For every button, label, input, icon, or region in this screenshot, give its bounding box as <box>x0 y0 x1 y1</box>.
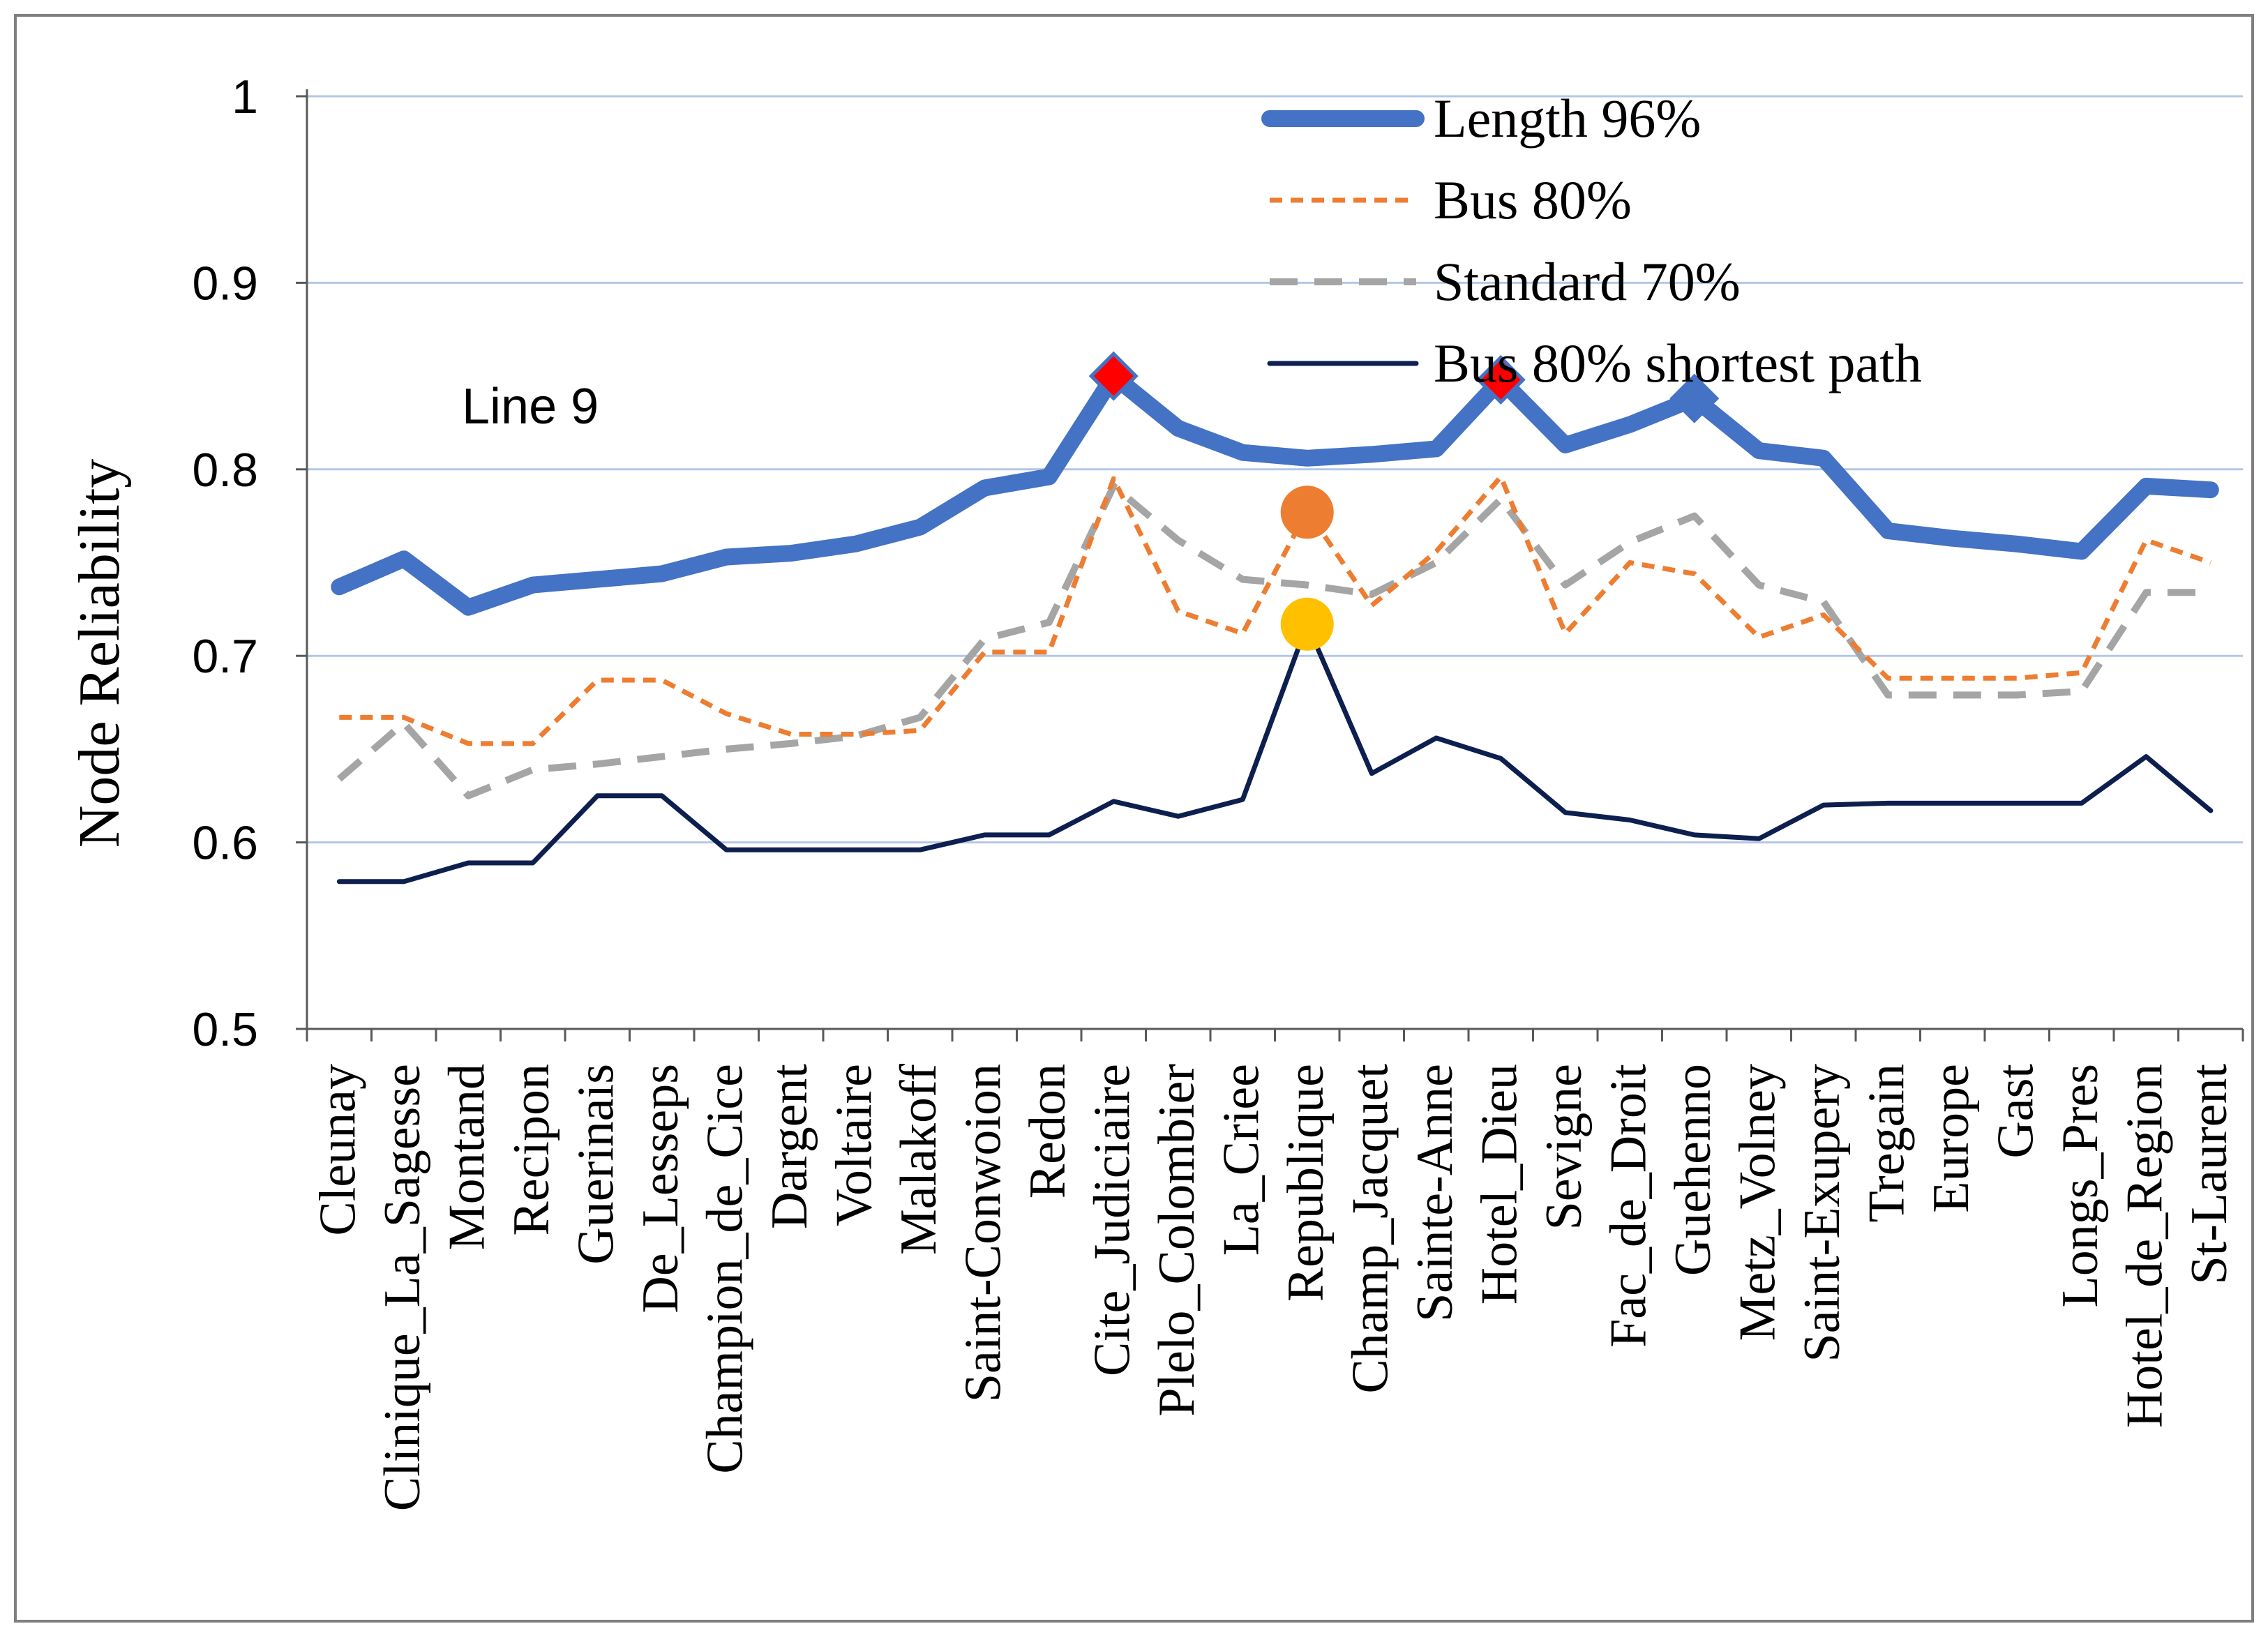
x-category-label: Europe <box>1923 1064 1980 1213</box>
x-category-label: Saint-Conwoion <box>954 1064 1012 1402</box>
x-category-label: Hotel_Dieu <box>1471 1064 1528 1304</box>
line-annotation: Line 9 <box>462 379 599 435</box>
x-category-label: Redon <box>1019 1064 1076 1198</box>
circle-marker <box>1280 486 1334 539</box>
series-lines <box>331 368 2219 885</box>
x-category-label: Dargent <box>761 1064 818 1229</box>
y-tick-label: 0.6 <box>192 817 258 870</box>
legend-entry-label: Standard 70% <box>1434 251 1741 312</box>
x-category-label: Malakoff <box>890 1064 947 1255</box>
x-category-label: Tregain <box>1858 1064 1915 1223</box>
x-category-label: Guehenno <box>1665 1064 1722 1276</box>
x-category-label: Saint-Exupery <box>1794 1064 1851 1362</box>
series-line <box>331 368 2219 616</box>
y-tick-label: 0.8 <box>192 444 258 497</box>
series-line <box>337 482 2211 799</box>
x-category-label: Sevigne <box>1535 1064 1593 1230</box>
y-tick-label: 0.9 <box>192 257 258 310</box>
x-category-label: Plelo_Colombier <box>1148 1064 1206 1417</box>
diamond-marker <box>1088 351 1139 401</box>
legend-entry-label: Length 96% <box>1434 88 1701 149</box>
y-axis-label: Node Reliability <box>67 459 132 848</box>
y-tick-label: 1 <box>232 70 258 123</box>
y-tick-label: 0.7 <box>192 630 258 683</box>
x-category-label: Sainte-Anne <box>1406 1064 1464 1322</box>
series-line <box>339 474 2211 746</box>
x-category-label: Recipon <box>503 1064 560 1236</box>
x-category-label: Metz_Volney <box>1729 1064 1786 1341</box>
x-category-label: La_Criee <box>1212 1064 1270 1256</box>
series-line <box>336 622 2214 885</box>
legend-entry-label: Bus 80% <box>1434 170 1632 230</box>
gridlines <box>307 95 2243 844</box>
x-category-label: Montand <box>438 1064 495 1250</box>
x-category-label: Clinique_La_Sagesse <box>374 1064 431 1511</box>
y-axis-label-group: Node Reliability <box>67 459 132 848</box>
diamond-marker <box>1669 373 1720 423</box>
diamond-marker <box>1475 354 1526 405</box>
axes: 0.5 0.6 0.7 0.8 0.9 1 Cleunay Clinique_La_Sages… <box>192 70 2244 1511</box>
chart-border <box>14 14 2254 1623</box>
y-tick-label: 0.5 <box>192 1003 258 1056</box>
legend-entry-label: Bus 80% shortest path <box>1434 333 1922 393</box>
legend: Length 96% Bus 80% Standard 70% Bus 80% sho… <box>1261 88 1922 393</box>
circle-marker <box>1280 597 1334 651</box>
x-category-label: Champion_de_Cice <box>696 1064 753 1474</box>
x-category-label: De_Lesseps <box>632 1064 689 1314</box>
x-category-label: Champ_Jacquet <box>1342 1064 1399 1394</box>
x-category-label: Fac_de_Droit <box>1600 1064 1657 1348</box>
x-category-label: Republique <box>1277 1064 1335 1302</box>
x-category-label: St-Laurent <box>2181 1064 2238 1285</box>
x-category-label: Voltaire <box>825 1064 883 1226</box>
x-category-label: Cite_Judiciaire <box>1083 1064 1141 1376</box>
x-category-label: Longs_Pres <box>2052 1064 2109 1307</box>
x-category-label: Cleunay <box>309 1064 366 1236</box>
x-category-label: Guerinais <box>567 1064 624 1265</box>
x-category-label: Gast <box>1987 1064 2044 1159</box>
highlight-markers <box>1088 351 1720 651</box>
x-category-label: Hotel_de_Region <box>2116 1064 2173 1428</box>
